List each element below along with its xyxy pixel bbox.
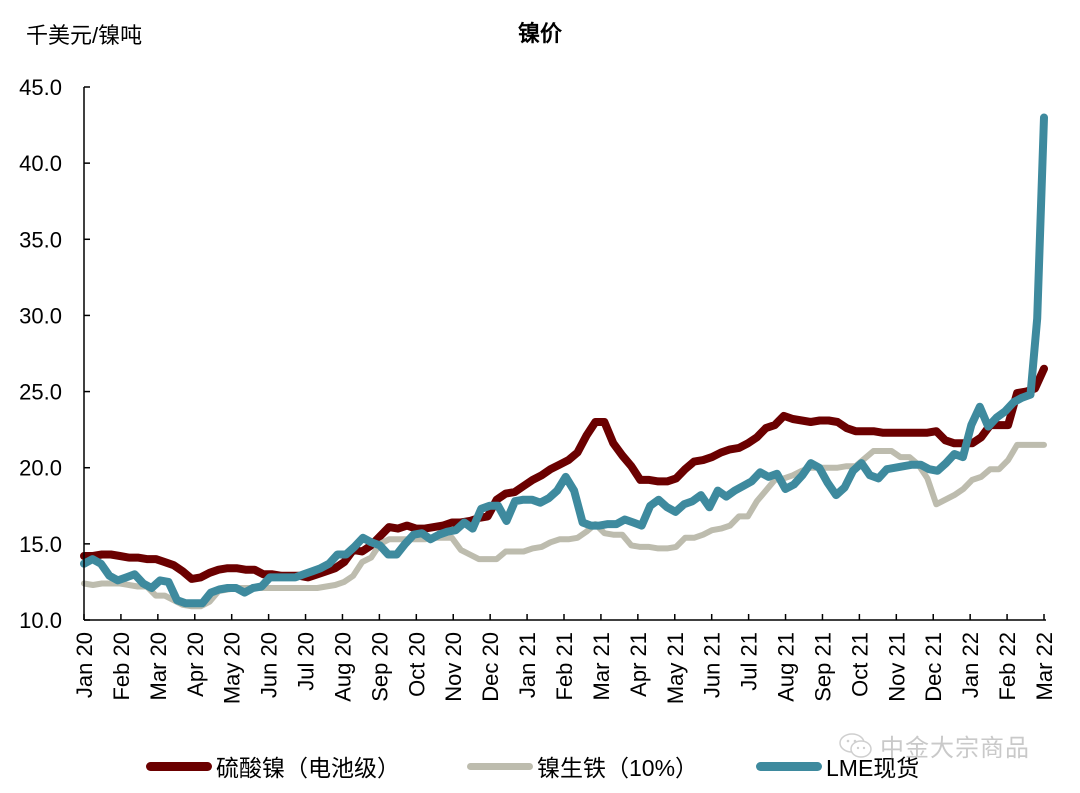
x-tick-label: Jun 21 [700, 632, 725, 698]
x-tick-label: Feb 21 [552, 632, 577, 701]
y-tick-label: 20.0 [19, 456, 62, 481]
x-tick-label: Aug 21 [774, 632, 799, 702]
legend-label: 镍生铁（10%） [537, 755, 699, 781]
x-tick-label: Jan 20 [72, 632, 97, 698]
x-tick-label: May 21 [663, 632, 688, 704]
x-tick-label: Jul 20 [294, 632, 319, 691]
series-line-2 [80, 113, 1048, 608]
x-tick-label: Jan 21 [515, 632, 540, 698]
plot-area: 10.0 15.0 20.0 25.0 30.0 35.0 40.0 45.0 Jan 20 Fe… [19, 75, 1057, 704]
wechat-icon [839, 732, 872, 758]
x-tick-label: Mar 21 [589, 632, 614, 700]
x-tick-label: Feb 20 [109, 632, 134, 701]
series-line-0 [80, 364, 1048, 583]
x-tick-label: Oct 21 [847, 632, 872, 697]
legend-swatch-lme-spot [756, 761, 822, 771]
x-tick-label: Feb 22 [995, 632, 1020, 701]
x-tick-label: Apr 21 [626, 632, 651, 697]
y-axis-unit-label: 千美元/镍吨 [26, 23, 143, 48]
y-tick-label: 40.0 [19, 151, 62, 176]
watermark-text: 中金大宗商品 [880, 735, 1030, 762]
y-tick-label: 45.0 [19, 75, 62, 100]
legend-item-npi: 镍生铁（10%） [467, 748, 698, 784]
x-tick-label: Oct 20 [404, 632, 429, 697]
y-tick-label: 35.0 [19, 227, 62, 252]
legend-swatch-npi [467, 762, 533, 770]
y-tick-label: 10.0 [19, 608, 62, 633]
x-tick-label: Jun 20 [257, 632, 282, 698]
series-layer [80, 113, 1048, 610]
x-tick-label: Mar 22 [1032, 632, 1057, 700]
legend-label: 硫酸镍（电池级） [216, 755, 400, 781]
x-tick-label: Nov 21 [884, 632, 909, 702]
x-tick-label: Nov 20 [441, 632, 466, 702]
legend-item-nickel-sulfate: 硫酸镍（电池级） [146, 748, 400, 784]
axes-layer: 10.0 15.0 20.0 25.0 30.0 35.0 40.0 45.0 Jan 20 Fe… [19, 75, 1057, 704]
legend-swatch-nickel-sulfate [146, 761, 212, 771]
x-tick-label: Jan 22 [958, 632, 983, 698]
x-tick-label: Jul 21 [737, 632, 762, 691]
x-tick-label: Mar 20 [146, 632, 171, 700]
legend-label: LME现货 [826, 755, 920, 781]
x-tick-label: Sep 21 [810, 632, 835, 702]
y-tick-label: 25.0 [19, 380, 62, 405]
x-tick-label: Sep 20 [367, 632, 392, 702]
x-tick-label: Aug 20 [330, 632, 355, 702]
x-tick-label: Dec 20 [478, 632, 503, 702]
chart-title: 镍价 [517, 21, 562, 46]
x-tick-label: Dec 21 [921, 632, 946, 702]
y-tick-label: 30.0 [19, 303, 62, 328]
legend-item-lme-spot: LME现货 [756, 748, 919, 784]
legend: 硫酸镍（电池级） 镍生铁（10%） LME现货 [0, 748, 1080, 784]
x-tick-label: May 20 [220, 632, 245, 704]
x-tick-label: Apr 20 [183, 632, 208, 697]
y-tick-label: 15.0 [19, 532, 62, 557]
watermark: 中金大宗商品 [838, 728, 1030, 763]
